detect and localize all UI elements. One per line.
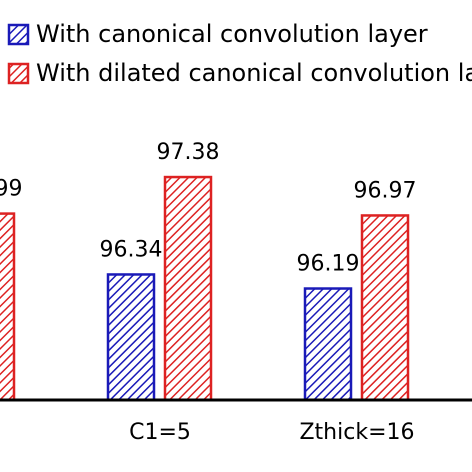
bar [0, 212, 16, 402]
bar [163, 175, 213, 402]
x-tick-label: C1=5 [129, 420, 191, 445]
x-tick-label: Zthick=16 [299, 420, 414, 445]
legend-swatch [7, 62, 30, 85]
value-label: 96.34 [100, 237, 163, 262]
legend-swatch [7, 23, 30, 46]
value-label: 96.99 [0, 177, 22, 202]
bar [303, 287, 353, 402]
value-label: 97.38 [157, 140, 220, 165]
bar [106, 273, 156, 402]
legend-label: With dilated canonical convolution layer [36, 59, 472, 87]
bar [360, 214, 410, 402]
value-label: 96.97 [354, 178, 417, 203]
value-label: 96.19 [297, 252, 360, 277]
legend-label: With canonical convolution layer [36, 20, 428, 48]
